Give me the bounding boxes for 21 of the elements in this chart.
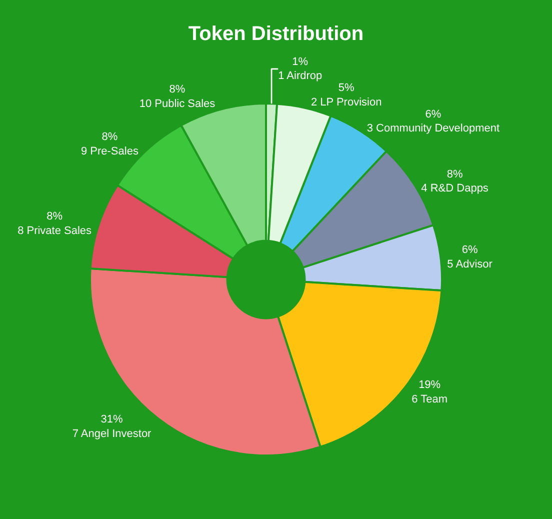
data-label: 31% [100, 414, 123, 426]
data-label: 6% [425, 108, 442, 120]
data-label: 8% [446, 168, 463, 180]
data-label: 6% [462, 244, 478, 256]
slice-label: 2 LP Provision [310, 96, 382, 108]
slice-label: 8 Private Sales [18, 225, 92, 238]
slice-label: 10 Public Sales [139, 98, 216, 110]
data-label: 19% [418, 379, 441, 392]
data-label: 1% [292, 56, 308, 68]
slice-label: 5 Advisor [447, 258, 493, 270]
slice-label: 7 Angel Investor [72, 428, 152, 440]
slice-label: 4 R&D Dapps [421, 182, 489, 195]
slice-label: 3 Community Development [366, 122, 500, 135]
data-label: 5% [338, 82, 354, 94]
slice-label: 9 Pre-Sales [80, 145, 139, 158]
slice-label: 1 Airdrop [278, 70, 322, 82]
data-label: 8% [46, 210, 63, 223]
chart-title: Token Distribution [188, 22, 364, 45]
data-label: 8% [169, 84, 186, 96]
slice-label: 6 Team [412, 393, 448, 406]
data-label: 8% [102, 131, 118, 144]
